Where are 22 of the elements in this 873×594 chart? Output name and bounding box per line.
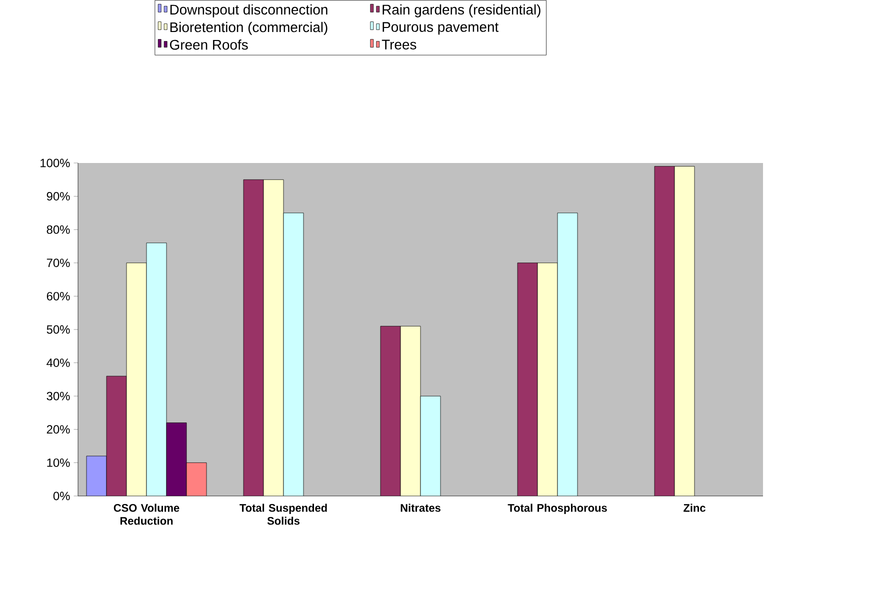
y-tick-label: 0% bbox=[53, 492, 70, 500]
y-tick-label: 60% bbox=[46, 292, 70, 300]
y-tick-label: 30% bbox=[46, 392, 70, 400]
legend-label: Bioretention (commercial) bbox=[170, 22, 328, 35]
x-tick-label: Zinc bbox=[684, 504, 706, 512]
y-tick-label: 80% bbox=[46, 225, 70, 234]
legend-label: Pourous pavement bbox=[382, 22, 499, 35]
x-tick-label: Total Suspended Solids bbox=[240, 504, 327, 525]
legend-label: Rain gardens (residential) bbox=[382, 4, 540, 18]
x-tick-label: Total Phosphorous bbox=[508, 504, 607, 514]
legend-label: Downspout disconnection bbox=[170, 4, 328, 18]
y-tick-label: 70% bbox=[46, 258, 70, 268]
x-tick-label: CSO Volume Reduction bbox=[114, 504, 180, 525]
y-tick-label: 10% bbox=[47, 458, 70, 467]
y-tick-label: 50% bbox=[46, 325, 70, 334]
x-tick-label: Nitrates bbox=[400, 504, 440, 512]
legend-label: Trees bbox=[382, 40, 416, 50]
y-tick-label: 40% bbox=[46, 358, 70, 368]
y-tick-label: 20% bbox=[46, 425, 70, 434]
y-tick-label: 90% bbox=[46, 192, 70, 201]
y-tick-label: 100% bbox=[40, 158, 70, 168]
legend-label: Green Roofs bbox=[170, 40, 248, 50]
